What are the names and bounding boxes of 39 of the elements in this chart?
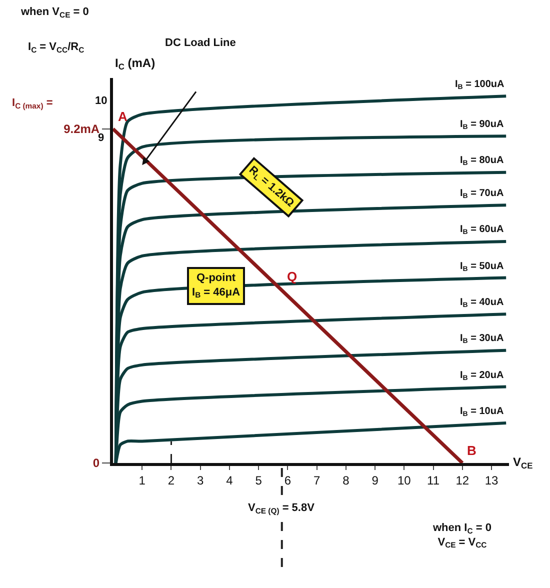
text: I$_{C (max)}$ = [12, 97, 53, 110]
series-label: I$_{B}$ = 40uA [460, 297, 504, 310]
x-tick-label: 13 [484, 473, 499, 488]
y-axis-title: I$_{C}$ (mA) [115, 56, 156, 72]
x-tick-label: 12 [456, 473, 470, 488]
series-label: I$_{B}$ = 20uA [460, 370, 504, 382]
series-label: I$_{B}$ = 80uA [460, 155, 504, 168]
y-tick-label: 9.2mA [64, 122, 100, 136]
x-tick-label: 3 [197, 473, 204, 488]
x-tick-label: 1 [138, 473, 146, 488]
x-tick-label: 11 [427, 473, 440, 488]
y-tick-label: 0 [92, 456, 100, 470]
annotation: Q-point I$_{B}$ = 46μA [192, 272, 240, 300]
text: 9 [98, 132, 104, 144]
text: 10 [95, 95, 108, 107]
ref-line-label: V$_{CE (Q)}$ = 5.8V [248, 502, 316, 516]
annotation: A [118, 109, 128, 124]
text: I$_{C}$ = V$_{CC}$/R$_{C}$ [28, 41, 85, 54]
annotation: B [467, 443, 476, 458]
text: DC Load Line [165, 37, 236, 49]
x-tick-label: 2 [168, 473, 175, 488]
x-tick-label: 7 [313, 473, 320, 488]
x-tick-label: 8 [342, 473, 350, 488]
annotation: Q [287, 269, 298, 284]
x-axis-title: V$_{CE}$ [513, 455, 534, 471]
series-label: I$_{B}$ = 30uA [460, 333, 504, 346]
series-label: I$_{B}$ = 70uA [460, 188, 504, 200]
x-tick-label: 10 [398, 473, 412, 488]
x-tick-label: 6 [284, 473, 292, 488]
text: when V$_{CE}$ = 0 [20, 6, 89, 20]
series-label: I$_{B}$ = 60uA [460, 224, 504, 236]
series-label: I$_{B}$ = 10uA [460, 406, 504, 418]
x-tick-label: 9 [372, 473, 379, 488]
series-label: I$_{B}$ = 100uA [455, 79, 504, 92]
series-label: I$_{B}$ = 90uA [460, 119, 504, 132]
text: when I$_{C}$ = 0 V$_{CE}$ = V$_{CC}$ [433, 522, 492, 550]
x-tick-label: 4 [226, 473, 234, 488]
series-label: I$_{B}$ = 50uA [460, 261, 504, 274]
x-tick-label: 5 [255, 473, 262, 488]
